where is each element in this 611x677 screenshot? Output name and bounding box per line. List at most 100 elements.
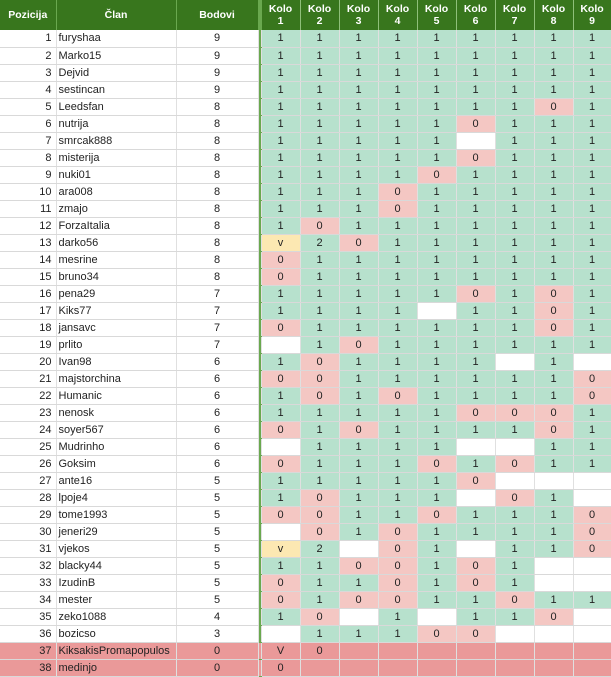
- round-result-cell[interactable]: 1: [378, 608, 418, 626]
- round-result-cell[interactable]: 1: [300, 149, 340, 167]
- round-result-cell[interactable]: 0: [378, 183, 418, 201]
- round-result-cell[interactable]: 1: [456, 47, 496, 65]
- round-result-cell[interactable]: [573, 353, 611, 371]
- member-name-cell[interactable]: Leedsfan: [56, 98, 177, 116]
- round-result-cell[interactable]: 1: [495, 336, 535, 354]
- round-result-cell[interactable]: 1: [495, 557, 535, 575]
- points-cell[interactable]: 6: [176, 353, 259, 371]
- position-cell[interactable]: 35: [0, 608, 57, 626]
- position-cell[interactable]: 8: [0, 149, 57, 167]
- round-result-cell[interactable]: 1: [300, 268, 340, 286]
- round-result-cell[interactable]: 1: [573, 268, 611, 286]
- round-result-cell[interactable]: 1: [495, 285, 535, 303]
- round-result-cell[interactable]: [417, 608, 457, 626]
- round-result-cell[interactable]: [456, 659, 496, 677]
- round-result-cell[interactable]: 1: [339, 217, 379, 235]
- round-result-cell[interactable]: 1: [417, 421, 457, 439]
- position-cell[interactable]: 33: [0, 574, 57, 592]
- round-result-cell[interactable]: 1: [261, 608, 301, 626]
- round-result-cell[interactable]: 0: [378, 540, 418, 558]
- round-result-cell[interactable]: 1: [495, 47, 535, 65]
- round-result-cell[interactable]: 1: [261, 404, 301, 422]
- round-result-cell[interactable]: 1: [456, 234, 496, 252]
- round-result-cell[interactable]: [495, 438, 535, 456]
- round-result-cell[interactable]: 1: [300, 115, 340, 133]
- round-result-cell[interactable]: 1: [417, 489, 457, 507]
- header-kolo-1[interactable]: Kolo 1: [261, 0, 301, 30]
- round-result-cell[interactable]: 1: [534, 591, 574, 609]
- round-result-cell[interactable]: 1: [300, 183, 340, 201]
- round-result-cell[interactable]: 1: [339, 625, 379, 643]
- round-result-cell[interactable]: 1: [378, 30, 418, 48]
- points-cell[interactable]: 7: [176, 319, 259, 337]
- round-result-cell[interactable]: 1: [339, 47, 379, 65]
- round-result-cell[interactable]: 0: [417, 625, 457, 643]
- round-result-cell[interactable]: 1: [339, 30, 379, 48]
- round-result-cell[interactable]: 1: [300, 336, 340, 354]
- round-result-cell[interactable]: 1: [534, 234, 574, 252]
- round-result-cell[interactable]: 1: [417, 319, 457, 337]
- round-result-cell[interactable]: [534, 574, 574, 592]
- round-result-cell[interactable]: 1: [456, 319, 496, 337]
- round-result-cell[interactable]: 0: [417, 455, 457, 473]
- round-result-cell[interactable]: V: [261, 642, 301, 660]
- round-result-cell[interactable]: 1: [495, 251, 535, 269]
- round-result-cell[interactable]: 1: [378, 302, 418, 320]
- position-cell[interactable]: 20: [0, 353, 57, 371]
- position-cell[interactable]: 14: [0, 251, 57, 269]
- position-cell[interactable]: 13: [0, 234, 57, 252]
- round-result-cell[interactable]: 1: [300, 438, 340, 456]
- round-result-cell[interactable]: 1: [495, 506, 535, 524]
- position-cell[interactable]: 32: [0, 557, 57, 575]
- round-result-cell[interactable]: [573, 625, 611, 643]
- round-result-cell[interactable]: 1: [534, 336, 574, 354]
- round-result-cell[interactable]: 1: [417, 268, 457, 286]
- round-result-cell[interactable]: 1: [378, 268, 418, 286]
- round-result-cell[interactable]: 0: [339, 234, 379, 252]
- round-result-cell[interactable]: 0: [300, 387, 340, 405]
- member-name-cell[interactable]: nenosk: [56, 404, 177, 422]
- round-result-cell[interactable]: 0: [534, 98, 574, 116]
- round-result-cell[interactable]: 1: [300, 251, 340, 269]
- round-result-cell[interactable]: 1: [417, 472, 457, 490]
- round-result-cell[interactable]: 1: [417, 540, 457, 558]
- points-cell[interactable]: 0: [176, 642, 259, 660]
- points-cell[interactable]: 8: [176, 149, 259, 167]
- round-result-cell[interactable]: v: [261, 540, 301, 558]
- round-result-cell[interactable]: v: [261, 234, 301, 252]
- round-result-cell[interactable]: 1: [339, 166, 379, 184]
- round-result-cell[interactable]: 1: [261, 98, 301, 116]
- round-result-cell[interactable]: 1: [378, 81, 418, 99]
- round-result-cell[interactable]: 0: [339, 336, 379, 354]
- position-cell[interactable]: 22: [0, 387, 57, 405]
- round-result-cell[interactable]: 1: [378, 234, 418, 252]
- round-result-cell[interactable]: 1: [456, 370, 496, 388]
- round-result-cell[interactable]: 1: [300, 472, 340, 490]
- round-result-cell[interactable]: 1: [534, 489, 574, 507]
- round-result-cell[interactable]: [573, 659, 611, 677]
- round-result-cell[interactable]: 1: [300, 574, 340, 592]
- points-cell[interactable]: 5: [176, 472, 259, 490]
- position-cell[interactable]: 27: [0, 472, 57, 490]
- round-result-cell[interactable]: 0: [378, 574, 418, 592]
- round-result-cell[interactable]: [261, 523, 301, 541]
- round-result-cell[interactable]: 1: [378, 149, 418, 167]
- points-cell[interactable]: 4: [176, 608, 259, 626]
- round-result-cell[interactable]: 1: [300, 47, 340, 65]
- points-cell[interactable]: 7: [176, 285, 259, 303]
- round-result-cell[interactable]: 1: [417, 557, 457, 575]
- points-cell[interactable]: 3: [176, 625, 259, 643]
- round-result-cell[interactable]: 1: [261, 166, 301, 184]
- round-result-cell[interactable]: 0: [456, 625, 496, 643]
- round-result-cell[interactable]: 1: [417, 98, 457, 116]
- round-result-cell[interactable]: 1: [339, 472, 379, 490]
- position-cell[interactable]: 28: [0, 489, 57, 507]
- round-result-cell[interactable]: 1: [417, 183, 457, 201]
- round-result-cell[interactable]: [534, 659, 574, 677]
- position-cell[interactable]: 16: [0, 285, 57, 303]
- round-result-cell[interactable]: 1: [534, 455, 574, 473]
- member-name-cell[interactable]: pena29: [56, 285, 177, 303]
- position-cell[interactable]: 34: [0, 591, 57, 609]
- member-name-cell[interactable]: Humanic: [56, 387, 177, 405]
- round-result-cell[interactable]: 0: [339, 591, 379, 609]
